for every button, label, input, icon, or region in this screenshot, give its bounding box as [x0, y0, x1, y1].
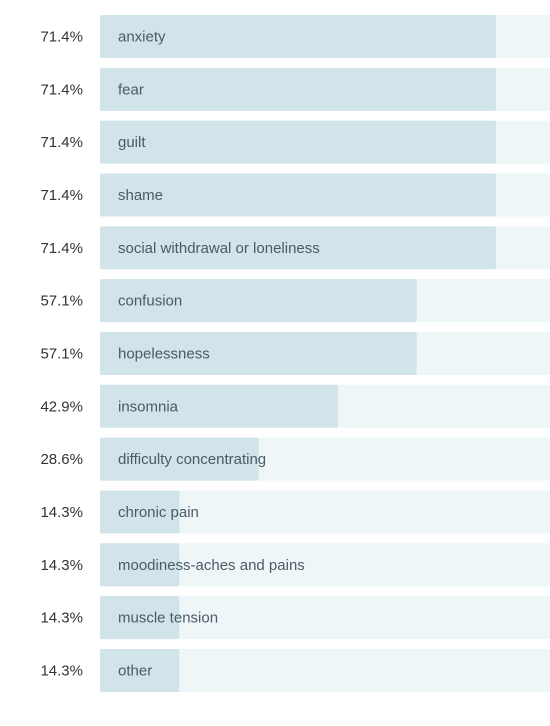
- category-label: insomnia: [118, 398, 179, 415]
- category-label: muscle tension: [118, 610, 218, 627]
- bar: [100, 15, 496, 58]
- category-label: chronic pain: [118, 504, 199, 521]
- bar: [100, 384, 338, 428]
- value-label: 14.3%: [40, 662, 83, 679]
- value-label: 71.4%: [40, 240, 83, 257]
- bar: [100, 490, 180, 534]
- category-label: fear: [118, 81, 144, 98]
- bar: [100, 437, 259, 481]
- bar: [100, 120, 496, 164]
- value-label: 14.3%: [40, 504, 83, 521]
- category-label: other: [118, 662, 152, 679]
- category-label: moodiness-aches and pains: [118, 557, 305, 574]
- bar: [100, 648, 180, 692]
- category-label: social withdrawal or loneliness: [118, 240, 320, 257]
- value-label: 71.4%: [40, 81, 83, 98]
- value-label: 14.3%: [40, 610, 83, 627]
- value-label: 71.4%: [40, 187, 83, 204]
- category-label: shame: [118, 187, 163, 204]
- value-label: 14.3%: [40, 557, 83, 574]
- bar-track: [100, 648, 550, 692]
- bar-track: [100, 596, 550, 640]
- bar: [100, 67, 496, 111]
- category-label: hopelessness: [118, 345, 210, 362]
- bar: [100, 543, 180, 587]
- value-label: 28.6%: [40, 451, 83, 468]
- bar: [100, 173, 496, 217]
- value-label: 71.4%: [40, 28, 83, 45]
- category-label: confusion: [118, 293, 182, 310]
- category-label: guilt: [118, 134, 146, 151]
- value-label: 71.4%: [40, 134, 83, 151]
- bar: [100, 596, 180, 640]
- bar: [100, 226, 496, 270]
- bar-track: [100, 490, 550, 534]
- value-label: 57.1%: [40, 293, 83, 310]
- category-label: difficulty concentrating: [118, 451, 266, 468]
- category-label: anxiety: [118, 28, 166, 45]
- bar: [100, 279, 417, 323]
- value-label: 42.9%: [40, 398, 83, 415]
- bar-track: [100, 543, 550, 587]
- bar: [100, 331, 417, 375]
- value-label: 57.1%: [40, 345, 83, 362]
